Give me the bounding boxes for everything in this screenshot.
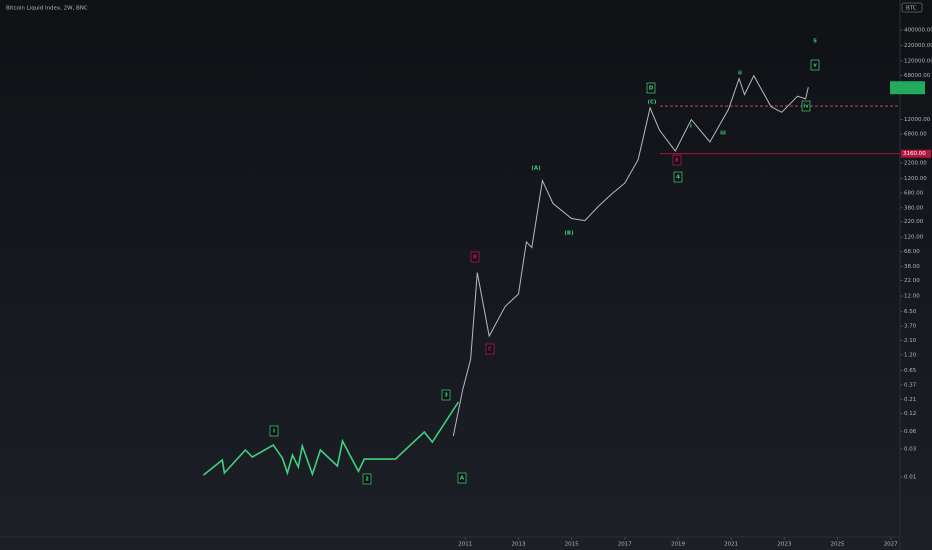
wave-label-box	[441, 389, 451, 401]
y-tick-label: 0.06	[904, 429, 917, 435]
y-tick-label: 0.37	[904, 382, 917, 388]
wave-label-box	[269, 425, 279, 437]
y-tick-label: 680.00	[904, 190, 924, 196]
level-label: 3160.00	[903, 151, 926, 157]
y-tick-label: 220.00	[904, 219, 924, 225]
y-tick-label: 0.65	[904, 368, 917, 374]
wave-label-box	[646, 82, 656, 94]
y-tick-label: 0.03	[904, 447, 917, 453]
wave-label: (A)	[531, 166, 541, 172]
y-tick-label: 120000.00	[904, 58, 932, 64]
y-tick-label: 1.20	[904, 352, 917, 358]
wave-label-box	[457, 472, 467, 484]
wave-label: A	[460, 476, 465, 482]
wave-label-box	[362, 473, 372, 485]
y-tick-label: 220000.00	[904, 43, 932, 49]
wave-label: (B)	[564, 231, 574, 237]
wave-label: B	[473, 255, 477, 261]
wave-label: 4	[676, 175, 680, 181]
wave-label: 5	[813, 39, 817, 45]
y-tick-label: 2.10	[904, 338, 917, 344]
y-tick-label: 38.00	[904, 264, 920, 270]
x-tick-label: 2015	[565, 542, 579, 548]
wave-label-box	[801, 100, 811, 112]
x-tick-label: 2013	[511, 542, 525, 548]
wave-label: 2	[365, 477, 369, 483]
y-tick-label: 68.00	[904, 249, 920, 255]
wave-label: v	[813, 63, 817, 69]
y-tick-label: 6.50	[904, 309, 917, 315]
x-tick-label: 2023	[777, 542, 791, 548]
y-tick-label: 0.12	[904, 411, 916, 417]
y-tick-label: 3.70	[904, 324, 917, 330]
y-tick-label: 120.00	[904, 235, 924, 241]
wave-label-box	[672, 154, 682, 166]
x-tick-label: 2027	[884, 542, 898, 548]
wave-label: iv	[803, 104, 809, 110]
y-tick-label: 400000.00	[904, 28, 932, 34]
price-label	[890, 81, 925, 95]
wave-label-box	[810, 59, 820, 71]
wave-label: I	[273, 429, 275, 435]
y-tick-label: 12000.00	[904, 117, 931, 123]
y-tick-label: 0.21	[904, 397, 916, 403]
x-tick-label: 2021	[724, 542, 738, 548]
symbol-box	[901, 2, 923, 13]
wave-label: E	[675, 158, 679, 164]
wave-label: ii	[738, 71, 742, 77]
wave-label-box	[673, 171, 683, 183]
y-tick-label: 6800.00	[904, 132, 927, 138]
wave-label: D	[649, 86, 654, 92]
wave-label-box	[485, 343, 495, 355]
y-tick-label: 68000.00	[904, 73, 931, 79]
wave-label: 3	[444, 393, 448, 399]
y-tick-label: 2200.00	[904, 160, 927, 166]
y-tick-label: 1200.00	[904, 176, 927, 182]
wave-label: C	[488, 347, 492, 353]
wave-label-box	[470, 251, 480, 263]
price-line	[452, 74, 809, 437]
level-label-box	[901, 149, 931, 158]
y-tick-label: 380.00	[904, 205, 924, 211]
wave-label: iii	[720, 131, 726, 137]
symbol: BTC	[906, 6, 917, 12]
wave-label: i	[690, 124, 692, 130]
wave-label: (C)	[647, 100, 657, 106]
x-tick-label: 2019	[671, 542, 685, 548]
price-line	[202, 401, 460, 477]
y-tick-label: 22.00	[904, 278, 920, 284]
x-tick-label: 2017	[618, 542, 632, 548]
x-tick-label: 2011	[458, 542, 472, 548]
x-tick-label: 2025	[831, 542, 845, 548]
chart-title: Bitcoin Liquid Index, 2W, BNC	[6, 6, 88, 12]
y-tick-label: 0.01	[904, 475, 916, 481]
y-tick-label: 12.00	[904, 294, 920, 300]
